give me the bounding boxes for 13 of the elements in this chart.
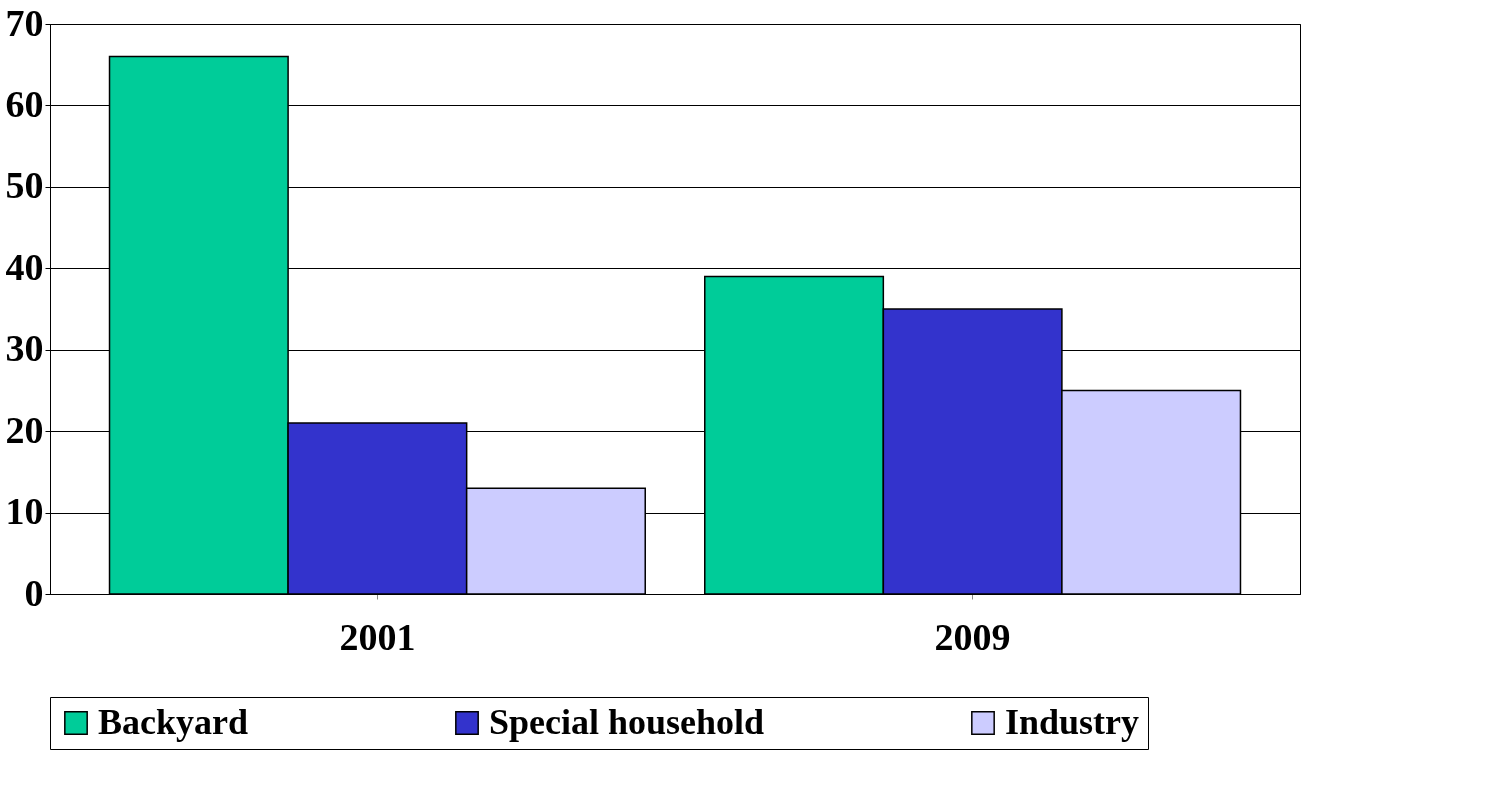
y-tick-label: 10 (5, 490, 44, 533)
legend-label: Backyard (98, 702, 249, 742)
x-tick-label: 2009 (934, 615, 1011, 658)
y-tick-label: 50 (5, 164, 44, 207)
y-tick-label: 30 (5, 327, 44, 370)
legend-label: Industry (1005, 702, 1140, 742)
x-tick-label: 2001 (339, 615, 416, 658)
y-tick-label: 70 (5, 1, 44, 44)
y-tick-label: 40 (5, 245, 44, 288)
legend-label: Special household (489, 702, 765, 742)
y-tick-label: 20 (5, 408, 44, 451)
y-tick-label: 60 (5, 82, 44, 125)
y-tick-label: 0 (24, 571, 44, 614)
